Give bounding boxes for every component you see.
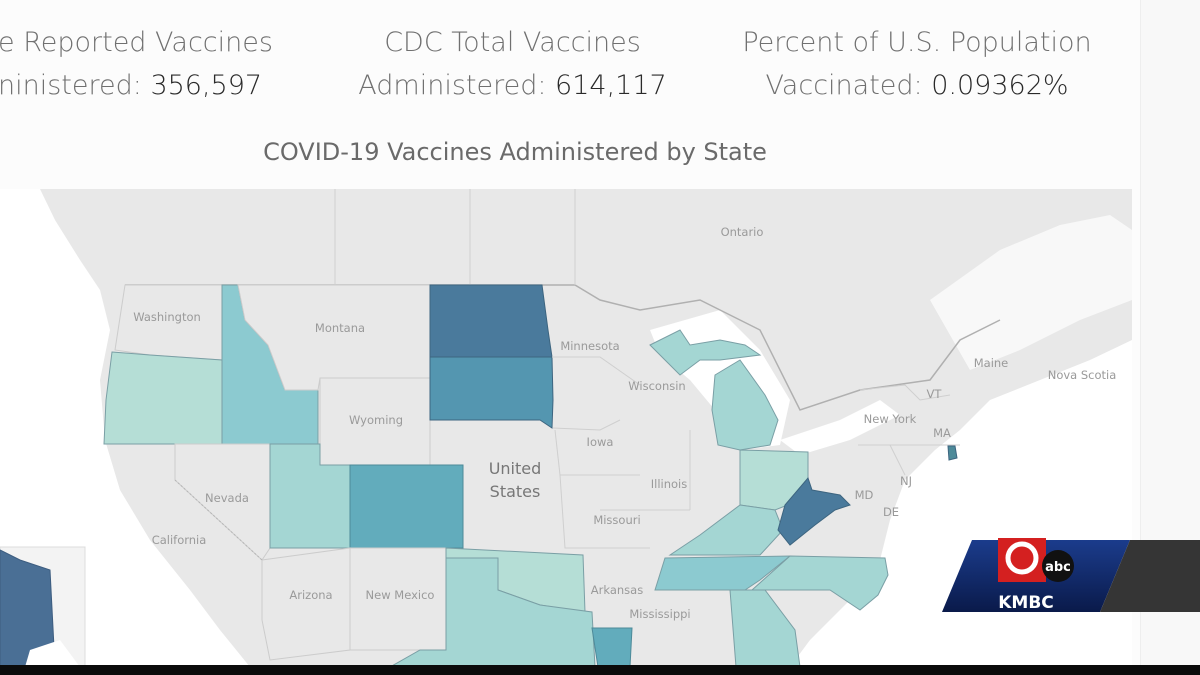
state-michigan <box>711 359 779 451</box>
network-logo: abc <box>1045 560 1071 575</box>
state-tennessee <box>654 555 792 591</box>
state-south-dakota <box>429 356 554 429</box>
map-title: COVID-19 Vaccines Administered by State <box>263 138 767 166</box>
label-illinois: Illinois <box>651 477 688 491</box>
stats-header: e Reported Vaccines ninistered: 356,597 … <box>0 0 1200 120</box>
label-wyoming: Wyoming <box>349 413 403 427</box>
stat-label: CDC Total Vaccines <box>384 27 641 58</box>
stat-label: Percent of U.S. Population <box>742 27 1092 58</box>
label-md: MD <box>855 488 874 502</box>
state-kentucky <box>668 504 784 556</box>
station-logo: abc KMBC <box>940 536 1200 614</box>
stat-state-reported: e Reported Vaccines ninistered: 356,597 <box>0 21 288 107</box>
state-north-dakota <box>429 284 553 358</box>
stat-label: Administered: <box>358 70 556 101</box>
state-oregon <box>103 351 223 445</box>
label-new-york: New York <box>864 412 917 426</box>
label-new-mexico: New Mexico <box>366 588 435 602</box>
label-wisconsin: Wisconsin <box>628 379 685 393</box>
label-washington: Washington <box>133 310 201 324</box>
label-ontario: Ontario <box>721 225 764 239</box>
label-united: United <box>489 459 542 478</box>
label-nevada: Nevada <box>205 491 249 505</box>
station-name: KMBC <box>998 593 1054 613</box>
stat-value: 356,597 <box>150 70 263 101</box>
label-california: California <box>152 533 207 547</box>
label-ma: MA <box>933 426 951 440</box>
label-arizona: Arizona <box>289 588 332 602</box>
stat-value: 614,117 <box>555 70 667 101</box>
label-de: DE <box>883 505 899 519</box>
label-minnesota: Minnesota <box>560 339 619 353</box>
state-west-virginia <box>777 477 851 546</box>
letterbox-bar <box>0 665 1200 675</box>
label-nova-scotia: Nova Scotia <box>1048 368 1117 382</box>
state-georgia <box>729 589 801 668</box>
state-michigan-up <box>649 329 762 376</box>
label-montana: Montana <box>315 321 365 335</box>
stat-label: Vaccinated: <box>765 70 932 101</box>
choropleth-map[interactable]: Ontario Washington Montana Minnesota Wis… <box>0 189 1132 668</box>
state-louisiana <box>591 627 633 668</box>
stat-cdc-total: CDC Total Vaccines Administered: 614,117 <box>340 21 685 107</box>
stat-value: 0.09362% <box>931 70 1069 101</box>
stat-label: e Reported Vaccines <box>0 27 273 58</box>
label-arkansas: Arkansas <box>591 583 643 597</box>
label-maine: Maine <box>974 356 1009 370</box>
label-vt: VT <box>927 387 943 401</box>
label-nj: NJ <box>900 474 912 488</box>
label-states: States <box>490 482 541 501</box>
state-colorado <box>349 464 464 549</box>
stat-percent-vaccinated: Percent of U.S. Population Vaccinated: 0… <box>722 21 1112 107</box>
label-iowa: Iowa <box>587 435 614 449</box>
stat-label: ninistered: <box>0 70 151 101</box>
state-alaska <box>0 549 56 668</box>
label-mississippi: Mississippi <box>629 607 690 621</box>
state-rhode-island <box>947 445 958 461</box>
label-missouri: Missouri <box>593 513 640 527</box>
